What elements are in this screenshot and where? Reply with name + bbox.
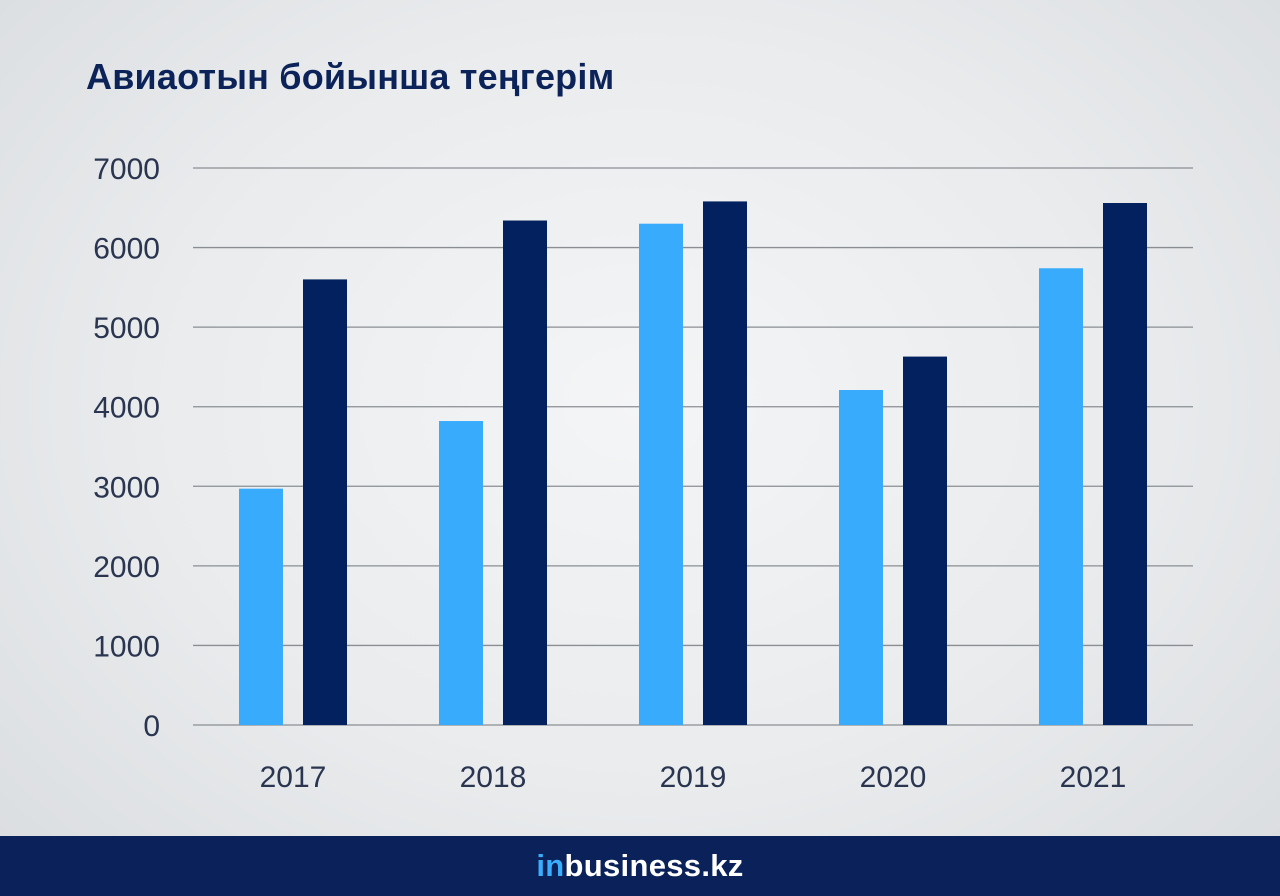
bar-2019-series-1 <box>639 223 683 725</box>
y-tick-label: 5000 <box>93 312 160 345</box>
bar-2018-series-2 <box>503 220 547 725</box>
bar-2019-series-2 <box>703 201 747 726</box>
chart-title: Авиаотын бойынша теңгерім <box>86 56 615 97</box>
bar-2017-series-1 <box>239 488 283 725</box>
brand-name: business.kz <box>564 848 744 883</box>
y-tick-label: 1000 <box>93 630 160 663</box>
bar-2020-series-2 <box>903 356 947 725</box>
y-tick-label: 3000 <box>93 471 160 504</box>
bar-2021-series-2 <box>1103 203 1147 726</box>
footer-bar: inbusiness.kz <box>0 836 1280 896</box>
y-tick-label: 4000 <box>93 392 160 425</box>
x-tick-label: 2017 <box>260 761 327 794</box>
brand-logo[interactable]: inbusiness.kz <box>536 848 743 884</box>
bar-2021-series-1 <box>1039 268 1083 725</box>
bar-2020-series-1 <box>839 390 883 725</box>
x-tick-label: 2021 <box>1060 761 1127 794</box>
y-tick-label: 7000 <box>93 153 160 186</box>
y-tick-label: 6000 <box>93 233 160 266</box>
y-tick-label: 2000 <box>93 551 160 584</box>
x-tick-label: 2018 <box>460 761 527 794</box>
x-tick-label: 2020 <box>860 761 927 794</box>
y-tick-label: 0 <box>143 710 160 743</box>
x-tick-label: 2019 <box>660 761 727 794</box>
brand-prefix: in <box>536 848 565 883</box>
bar-2018-series-1 <box>439 421 483 725</box>
bar-2017-series-2 <box>303 279 347 725</box>
bar-chart: 0 1000 2000 3000 4000 5000 6000 7000 2017 2018 201… <box>93 153 1193 794</box>
